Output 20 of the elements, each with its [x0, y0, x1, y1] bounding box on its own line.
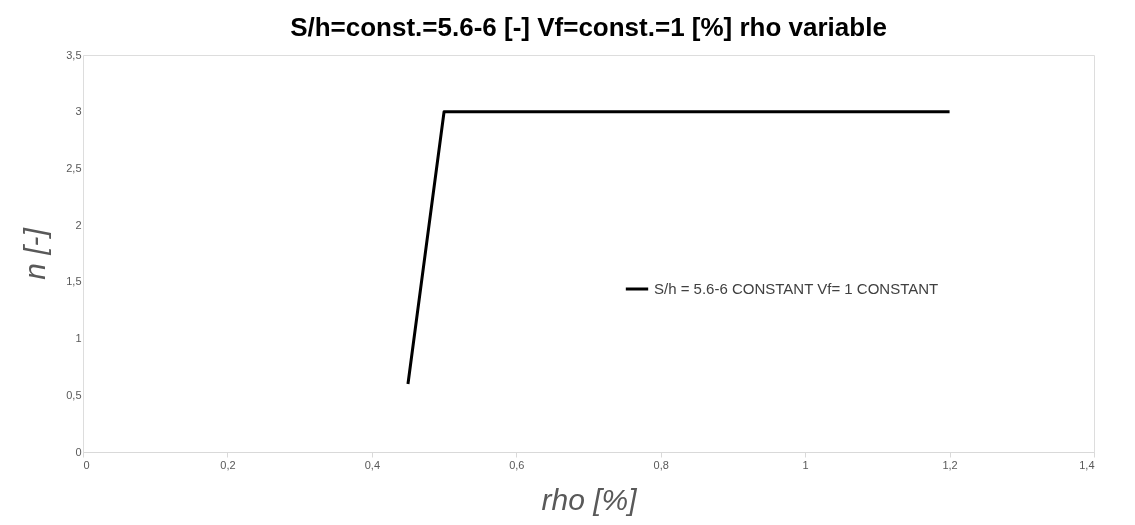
chart-title: S/h=const.=5.6-6 [-] Vf=const.=1 [%] rho variable — [290, 12, 887, 42]
y-tick-label: 2 — [75, 218, 82, 231]
y-tick-label: 1 — [75, 332, 82, 345]
x-tick-label: 0,6 — [509, 458, 525, 471]
x-tick-label: 1,4 — [1079, 458, 1095, 471]
y-axis-title: n [-] — [18, 227, 52, 280]
x-tick-label: 1 — [802, 458, 809, 471]
x-tick-label: 0 — [83, 458, 90, 471]
y-tick-label: 1,5 — [66, 275, 82, 288]
x-tick-label: 1,2 — [942, 458, 958, 471]
x-axis-title: rho [%] — [541, 482, 638, 516]
x-tick-label: 0,8 — [653, 458, 669, 471]
y-tick-label: 3,5 — [66, 48, 82, 61]
y-tick-label: 3 — [75, 105, 82, 118]
x-tick-label: 0,4 — [364, 458, 381, 471]
y-tick-label: 0,5 — [66, 388, 82, 401]
x-tick-label: 0,2 — [220, 458, 236, 471]
y-tick-label: 0 — [75, 445, 82, 458]
y-tick-label: 2,5 — [66, 161, 82, 174]
legend-label: S/h = 5.6-6 CONSTANT Vf= 1 CONSTANT — [654, 280, 939, 297]
